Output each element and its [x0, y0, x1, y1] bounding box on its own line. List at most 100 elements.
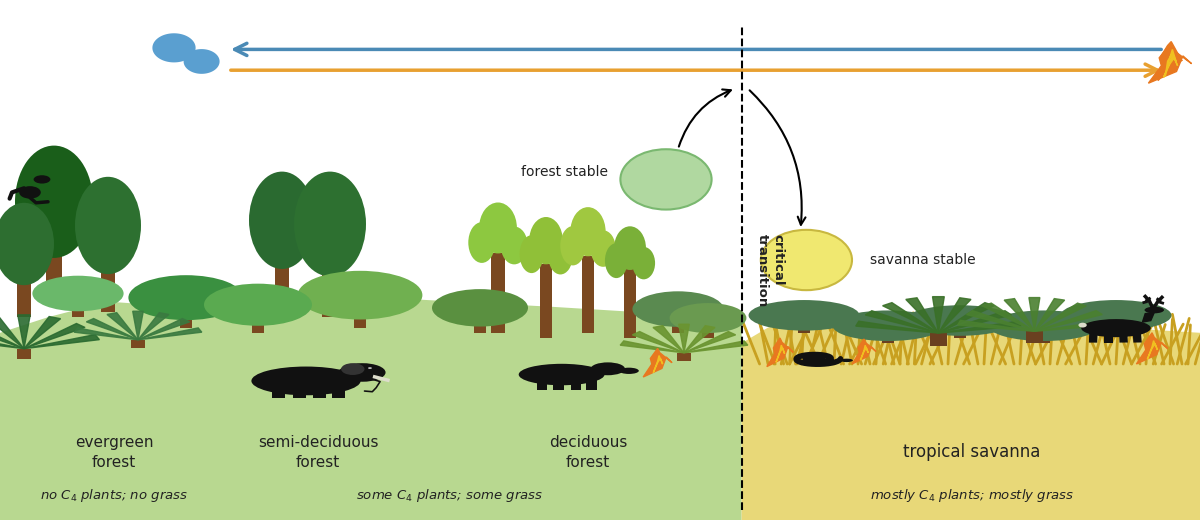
Ellipse shape [252, 367, 361, 395]
Ellipse shape [14, 146, 94, 258]
Bar [571, 379, 581, 390]
Polygon shape [684, 332, 736, 353]
Bar [1038, 338, 1050, 343]
Polygon shape [0, 291, 742, 520]
Polygon shape [152, 33, 196, 62]
Polygon shape [932, 296, 944, 333]
Polygon shape [852, 339, 876, 364]
Bar [930, 333, 947, 346]
Polygon shape [632, 332, 684, 353]
Ellipse shape [761, 230, 852, 290]
Polygon shape [684, 341, 748, 353]
Polygon shape [1147, 341, 1158, 359]
Polygon shape [1165, 49, 1176, 77]
Ellipse shape [833, 310, 943, 341]
Text: tropical savanna: tropical savanna [904, 444, 1040, 461]
Bar [1104, 330, 1112, 343]
Ellipse shape [590, 362, 625, 375]
Polygon shape [856, 321, 938, 333]
Text: forest stable: forest stable [521, 165, 608, 178]
Ellipse shape [620, 149, 712, 210]
Ellipse shape [204, 284, 312, 326]
Bar [582, 256, 594, 333]
Polygon shape [1034, 303, 1086, 331]
Bar [586, 379, 596, 390]
Polygon shape [1148, 44, 1192, 83]
Ellipse shape [34, 175, 50, 184]
Polygon shape [684, 326, 715, 353]
Ellipse shape [294, 172, 366, 277]
Bar [536, 379, 547, 390]
Polygon shape [0, 323, 24, 349]
Bar [1026, 331, 1043, 343]
Ellipse shape [520, 235, 544, 273]
Polygon shape [24, 323, 85, 349]
Bar [331, 383, 346, 398]
Ellipse shape [0, 203, 54, 285]
Bar [313, 383, 326, 398]
Polygon shape [776, 345, 785, 362]
Polygon shape [983, 303, 1034, 331]
Polygon shape [860, 345, 869, 360]
Polygon shape [1158, 42, 1182, 81]
Polygon shape [906, 298, 938, 333]
Ellipse shape [338, 363, 385, 382]
Polygon shape [938, 321, 1021, 333]
Bar [491, 253, 505, 333]
Polygon shape [1028, 297, 1040, 331]
Ellipse shape [128, 275, 244, 320]
Ellipse shape [570, 207, 606, 256]
Bar [702, 330, 714, 338]
Text: semi-deciduous
forest: semi-deciduous forest [258, 435, 378, 470]
Polygon shape [1034, 310, 1103, 331]
Text: no C$_4$ plants; no grass: no C$_4$ plants; no grass [40, 487, 188, 503]
Bar [293, 383, 306, 398]
Bar [323, 271, 338, 317]
Polygon shape [1164, 54, 1177, 77]
Polygon shape [138, 313, 169, 340]
Bar [553, 379, 564, 390]
Text: evergreen
forest: evergreen forest [74, 435, 154, 470]
Ellipse shape [560, 226, 586, 265]
Polygon shape [620, 341, 684, 353]
Polygon shape [643, 348, 672, 377]
Polygon shape [0, 317, 24, 349]
Polygon shape [938, 298, 971, 333]
Polygon shape [24, 317, 61, 349]
Polygon shape [742, 312, 1200, 520]
Ellipse shape [749, 300, 859, 331]
Bar [354, 314, 366, 328]
Ellipse shape [590, 230, 616, 267]
Polygon shape [653, 356, 662, 373]
Polygon shape [653, 326, 684, 353]
Ellipse shape [500, 227, 528, 264]
Ellipse shape [479, 202, 517, 253]
Polygon shape [767, 338, 793, 367]
Polygon shape [133, 311, 143, 340]
Ellipse shape [32, 276, 124, 311]
Polygon shape [882, 303, 938, 333]
Polygon shape [138, 319, 190, 340]
Ellipse shape [468, 222, 496, 263]
Polygon shape [138, 328, 202, 340]
Ellipse shape [1081, 319, 1151, 337]
Bar [271, 383, 284, 398]
Polygon shape [184, 49, 220, 74]
Bar [101, 269, 115, 312]
Bar [47, 253, 62, 302]
Polygon shape [18, 315, 30, 349]
Bar [17, 349, 31, 359]
Bar [1110, 328, 1122, 333]
Text: critical
transition: critical transition [756, 234, 784, 307]
Ellipse shape [614, 226, 646, 270]
Polygon shape [107, 313, 138, 340]
Ellipse shape [298, 271, 422, 319]
Text: some C$_4$ plants; some grass: some C$_4$ plants; some grass [356, 487, 544, 503]
Bar [72, 307, 84, 317]
Bar [624, 269, 636, 338]
Polygon shape [0, 334, 24, 349]
Ellipse shape [432, 289, 528, 327]
Bar [180, 315, 192, 328]
Polygon shape [1004, 298, 1034, 331]
Polygon shape [1142, 313, 1154, 322]
